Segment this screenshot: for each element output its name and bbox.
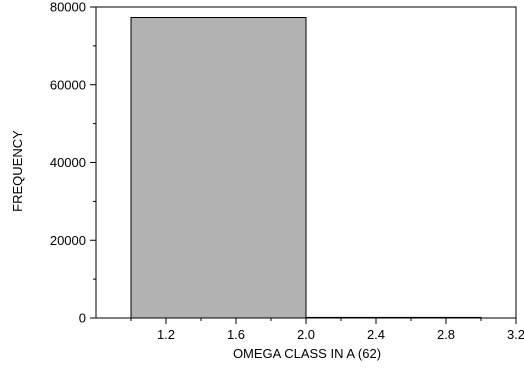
bars-group [130,16,482,319]
x-tick-label: 1.2 [157,327,175,342]
x-tick-label: 2.4 [367,327,385,342]
y-tick-label: 60000 [50,77,86,92]
x-tick-label: 2.0 [297,327,315,342]
y-tick-label: 0 [79,311,86,326]
y-tick-label: 80000 [50,0,86,15]
x-tick-label: 3.2 [507,327,524,342]
y-axis-label: FREQUENCY [10,130,25,212]
x-tick-label: 2.8 [437,327,455,342]
y-axis: 0 20000 40000 60000 80000 [50,0,96,326]
y-tick-label: 40000 [50,155,86,170]
y-tick-label: 20000 [50,233,86,248]
x-axis-label: OMEGA CLASS IN A (62) [233,346,381,361]
x-tick-label: 1.6 [227,327,245,342]
x-axis: 1.2 1.6 2.0 2.4 2.8 3.2 [130,318,524,342]
histogram-bar-1 [130,16,307,319]
